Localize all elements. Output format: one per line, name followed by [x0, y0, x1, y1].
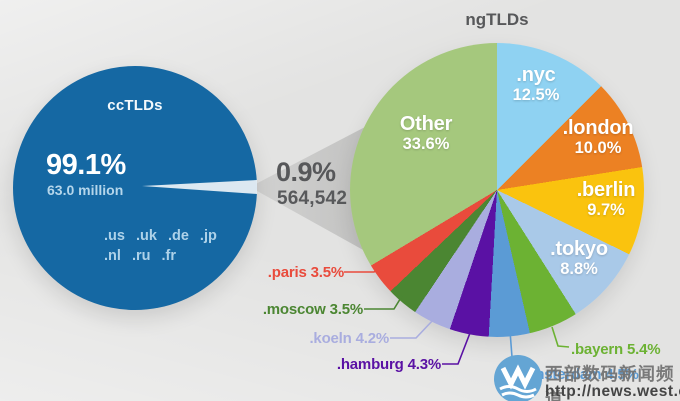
cctld-examples: .us .uk .de .jp .nl .ru .fr — [104, 226, 217, 266]
pie-label-koeln: .koeln 4.2% — [309, 330, 389, 347]
cctld-examples-line2: .nl .ru .fr — [104, 248, 176, 264]
pie-label-paris: .paris 3.5% — [267, 264, 344, 281]
pie-title: ngTLDs — [465, 10, 529, 29]
pie-label-moscow: .moscow 3.5% — [262, 301, 363, 318]
watermark-url: http://news.west.cn — [545, 383, 680, 400]
ngtld-share-percent: 0.9% — [276, 157, 336, 187]
ngtld-share-count: 564,542 — [277, 188, 348, 209]
west-cn-logo-icon — [494, 355, 542, 401]
cctld-examples-line1: .us .uk .de .jp — [104, 228, 217, 244]
pie-label-other: Other 33.6% — [399, 113, 453, 154]
cctld-percent: 99.1% — [46, 149, 126, 181]
pie-label-london: .london 10.0% — [562, 117, 634, 158]
cctld-circle: ccTLDs 99.1% 63.0 million .us .uk .de .j… — [13, 66, 257, 310]
cctld-count: 63.0 million — [47, 182, 124, 198]
cctld-title: ccTLDs — [107, 97, 163, 114]
pie-label-nyc: .nyc 12.5% — [512, 64, 560, 105]
pie-label-hamburg: .hamburg 4.3% — [336, 356, 441, 373]
pie-label-bayern: .bayern 5.4% — [571, 341, 661, 358]
pie-label-berlin: .berlin 9.7% — [576, 179, 636, 220]
pie-label-tokyo: .tokyo 8.8% — [550, 238, 608, 279]
watermark-site-name: 西部数码新闻频道 — [545, 364, 675, 401]
ngtld-pie-chart — [350, 43, 644, 337]
